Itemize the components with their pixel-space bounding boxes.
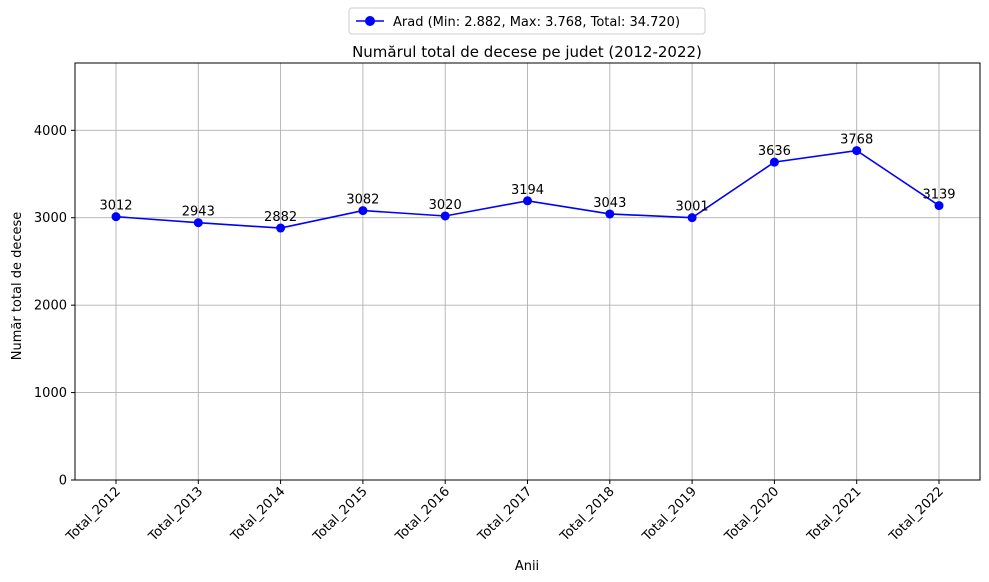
- legend: Arad (Min: 2.882, Max: 3.768, Total: 34.…: [348, 7, 706, 35]
- data-point: [193, 218, 203, 228]
- data-point: [523, 196, 532, 206]
- x-axis-label: Anii: [515, 559, 539, 574]
- data-label: 3194: [511, 183, 544, 198]
- data-label: 3768: [840, 133, 873, 148]
- data-point: [852, 146, 862, 156]
- data-label: 3636: [758, 144, 791, 159]
- x-tick-label: Total_2013: [145, 484, 206, 545]
- series-layer: 3012 2943 2882 3082 3020 3194 3043 3001 3636 3768…: [99, 133, 956, 233]
- x-tick-label: Total_2016: [392, 484, 453, 545]
- data-point: [276, 223, 286, 233]
- data-point: [934, 201, 944, 211]
- chart-title: Numărul total de decese pe judet (2012-2…: [352, 43, 702, 61]
- x-tick-label: Total_2022: [886, 484, 947, 545]
- y-tick-label: 4000: [34, 124, 67, 139]
- x-tick-label: Total_2019: [639, 484, 700, 545]
- y-tick-label: 2000: [34, 299, 67, 314]
- data-point: [769, 157, 779, 167]
- axes: 0 1000 2000 3000 4000 Total_2012 Total_2013 Tot…: [34, 62, 981, 545]
- x-tick-label: Total_2015: [310, 484, 371, 545]
- grid-lines: [75, 63, 980, 481]
- data-label: 3082: [346, 193, 379, 208]
- data-label: 3139: [922, 188, 955, 203]
- data-point: [111, 212, 121, 222]
- legend-marker-swatch: [365, 16, 375, 26]
- data-point: [440, 211, 450, 221]
- x-tick-label: Total_2012: [63, 484, 124, 545]
- y-axis-label: Număr total de decese: [10, 212, 25, 360]
- data-label: 3020: [429, 198, 462, 213]
- data-label: 2943: [182, 205, 215, 220]
- x-tick-label: Total_2020: [721, 484, 782, 545]
- y-tick-label: 1000: [34, 386, 67, 401]
- data-point: [687, 213, 697, 223]
- legend-box: [348, 7, 706, 35]
- data-label: 3043: [593, 196, 626, 211]
- legend-entry-label: Arad (Min: 2.882, Max: 3.768, Total: 34.…: [393, 15, 680, 30]
- y-tick-label: 3000: [34, 211, 67, 226]
- x-tick-label: Total_2021: [804, 484, 865, 545]
- x-tick-label: Total_2014: [228, 484, 289, 545]
- data-point: [605, 209, 615, 219]
- data-label: 3001: [676, 200, 709, 215]
- data-label: 2882: [264, 210, 297, 225]
- data-label: 3012: [99, 199, 132, 214]
- x-tick-label: Total_2018: [557, 484, 618, 545]
- x-tick-label: Total_2017: [475, 484, 536, 545]
- y-tick-label: 0: [59, 474, 67, 489]
- data-point: [358, 206, 368, 216]
